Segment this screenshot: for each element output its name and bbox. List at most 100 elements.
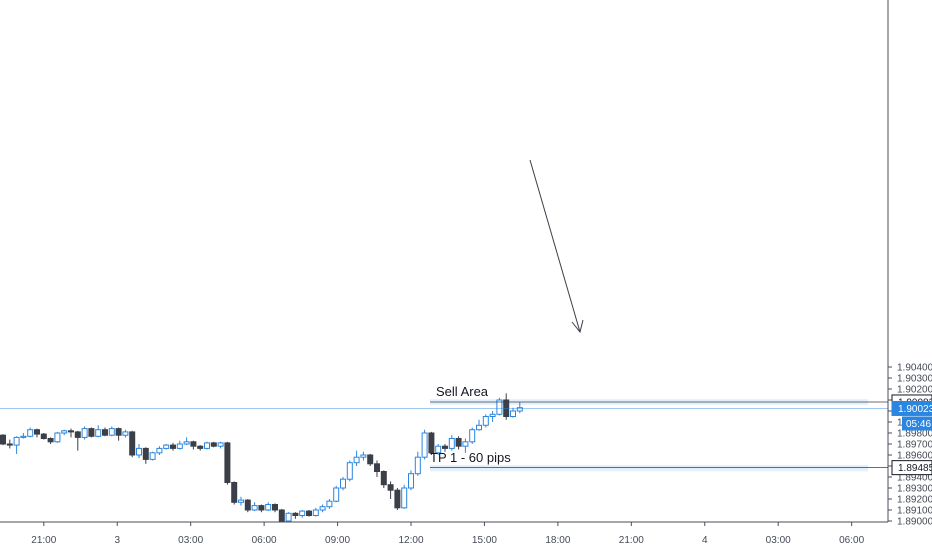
candle [421,429,428,460]
candle [176,440,183,450]
candle [142,447,149,464]
candle [81,426,88,440]
candle [516,402,523,414]
candle [455,436,462,450]
candle [292,512,299,519]
candle-body [6,443,13,446]
candle [353,450,360,466]
price-badge-label: 1.90023 [898,404,932,415]
price-tick-label: 1.89800 [897,429,932,440]
candle [258,504,265,513]
candles-group [0,393,523,523]
candle-body [469,429,476,443]
candle [61,429,68,436]
candle [435,444,442,455]
candle-body [292,512,299,516]
candle [163,444,170,450]
candle [204,441,210,450]
candle [170,442,176,451]
candle [272,503,278,513]
time-tick-label: 21:00 [31,535,56,546]
candle [285,512,292,523]
candle [183,437,190,446]
candle [88,427,95,438]
candle [217,441,224,449]
price-tick-label: 1.90300 [897,374,932,385]
time-tick-label: 03:00 [178,535,203,546]
price-tick-label: 1.89100 [897,506,932,517]
candle-body [414,456,421,475]
price-lines [0,401,888,469]
candle [360,451,367,461]
candle-body [408,473,414,489]
candle [299,510,306,518]
candle-body [74,431,81,438]
candle-body [190,441,197,447]
candle [149,451,156,461]
candle [108,426,115,437]
candle [102,427,108,437]
price-tick-label: 1.89700 [897,440,932,451]
candle-body [244,499,251,511]
candle-body [61,430,68,434]
candle [210,441,217,448]
candle [312,507,319,517]
candle [367,453,374,466]
projection-arrow [529,159,584,334]
candle [74,430,81,451]
candle-body [462,441,469,447]
candle [462,438,469,453]
candle [190,440,197,450]
price-tick-label: 1.89300 [897,484,932,495]
candle-body [401,487,408,509]
candle [414,451,421,476]
candle [68,428,74,438]
candle-body [204,442,210,449]
arrow-line [529,159,581,333]
candle-body [489,413,496,417]
candle [326,499,333,509]
candle-body [380,471,387,486]
candle [265,502,272,512]
candle-body [387,484,394,491]
candle-body [448,438,455,449]
candle [278,508,285,523]
candle-body [374,463,380,472]
candle-body [299,510,306,517]
candle-body [129,431,136,456]
candle [95,425,102,438]
candle [40,433,47,440]
tp-label: TP 1 - 60 pips [430,450,511,465]
candle [408,470,414,491]
time-axis[interactable]: 21:00 3 03:00 06:00 09:00 12:00 15:00 18:00 21:0… [0,521,888,546]
annotation-labels: Sell Area TP 1 - 60 pips [430,384,511,465]
candle-body [54,432,61,443]
candle-body [81,428,88,438]
candle-body [95,429,102,437]
candle [231,481,238,505]
candle [428,431,435,455]
candle [380,470,387,488]
candle [251,502,258,512]
candle [489,411,496,422]
candle [156,446,163,455]
candle-body [421,432,428,458]
candle [129,430,136,458]
candle-body [435,445,442,454]
price-tick-label: 1.89200 [897,495,932,506]
candle-body [156,447,163,454]
candle-body [224,442,231,483]
candle-body [183,441,190,445]
candle-body [34,429,40,435]
candle-body [333,487,340,502]
price-axis[interactable]: 1.890001.891001.892001.893001.894001.895… [887,0,932,528]
candle [54,431,61,443]
candle-body [88,428,95,437]
candle-body [108,428,115,436]
candle-body [455,438,462,447]
candle-body [238,499,244,503]
countdown-badge [902,416,932,431]
candle-body [217,442,224,447]
candle [401,484,408,509]
